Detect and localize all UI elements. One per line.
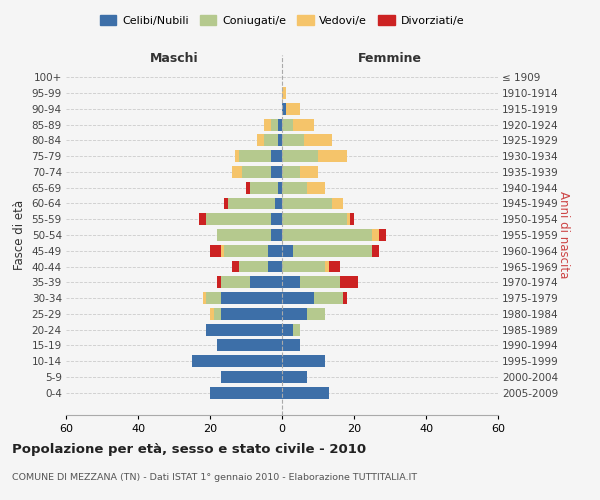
Bar [239,150,271,162]
Bar [282,182,307,194]
Bar [203,292,206,304]
Bar [340,276,358,288]
Bar [268,245,282,256]
Bar [307,308,325,320]
Bar [278,182,282,194]
Bar [314,292,343,304]
Bar [214,308,221,320]
Bar [217,276,221,288]
Bar [275,198,282,209]
Bar [282,134,304,146]
Bar [221,292,282,304]
Bar [282,260,325,272]
Bar [282,103,286,115]
Bar [329,260,340,272]
Bar [332,198,343,209]
Bar [224,198,228,209]
Bar [224,245,268,256]
Bar [282,308,307,320]
Bar [250,276,282,288]
Bar [271,214,282,225]
Bar [232,260,239,272]
Bar [304,134,332,146]
Text: Popolazione per età, sesso e stato civile - 2010: Popolazione per età, sesso e stato civil… [12,442,366,456]
Bar [282,166,300,178]
Bar [271,150,282,162]
Bar [264,118,271,130]
Y-axis label: Fasce di età: Fasce di età [13,200,26,270]
Bar [217,340,282,351]
Bar [257,134,264,146]
Bar [347,214,350,225]
Bar [210,308,214,320]
Bar [286,103,300,115]
Text: Maschi: Maschi [149,52,199,64]
Bar [206,292,221,304]
Bar [282,387,329,398]
Bar [217,229,271,241]
Bar [221,308,282,320]
Bar [242,166,271,178]
Bar [372,229,379,241]
Bar [206,214,271,225]
Bar [221,276,250,288]
Bar [206,324,282,336]
Bar [268,260,282,272]
Bar [282,371,307,383]
Bar [325,260,329,272]
Bar [282,150,318,162]
Bar [293,245,372,256]
Bar [221,371,282,383]
Bar [239,260,268,272]
Y-axis label: Anni di nascita: Anni di nascita [557,192,570,278]
Bar [250,182,278,194]
Bar [282,292,314,304]
Bar [271,166,282,178]
Legend: Celibi/Nubili, Coniugati/e, Vedovi/e, Divorziati/e: Celibi/Nubili, Coniugati/e, Vedovi/e, Di… [95,10,469,30]
Bar [278,134,282,146]
Text: COMUNE DI MEZZANA (TN) - Dati ISTAT 1° gennaio 2010 - Elaborazione TUTTITALIA.IT: COMUNE DI MEZZANA (TN) - Dati ISTAT 1° g… [12,472,417,482]
Bar [192,356,282,367]
Bar [228,198,275,209]
Bar [282,340,300,351]
Bar [282,87,286,99]
Bar [210,245,221,256]
Bar [282,324,293,336]
Bar [282,229,372,241]
Bar [293,118,314,130]
Bar [232,166,242,178]
Bar [343,292,347,304]
Bar [307,182,325,194]
Text: Femmine: Femmine [358,52,422,64]
Bar [278,118,282,130]
Bar [318,150,347,162]
Bar [199,214,206,225]
Bar [264,134,278,146]
Bar [271,229,282,241]
Bar [379,229,386,241]
Bar [282,245,293,256]
Bar [300,166,318,178]
Bar [246,182,250,194]
Bar [350,214,354,225]
Bar [282,276,300,288]
Bar [372,245,379,256]
Bar [300,276,340,288]
Bar [282,356,325,367]
Bar [293,324,300,336]
Bar [282,198,332,209]
Bar [282,118,293,130]
Bar [221,245,224,256]
Bar [235,150,239,162]
Bar [210,387,282,398]
Bar [282,214,347,225]
Bar [271,118,278,130]
